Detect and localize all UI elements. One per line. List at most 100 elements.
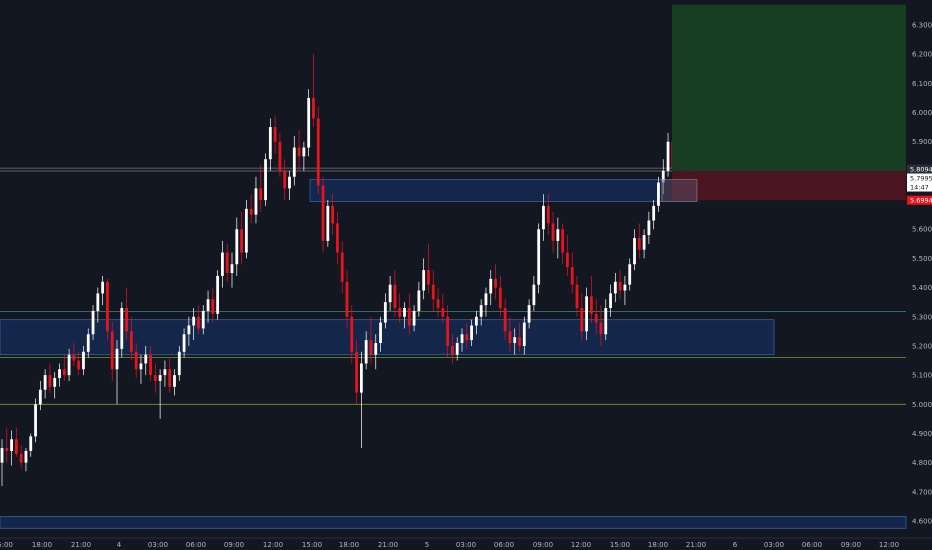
candle[interactable] — [297, 130, 301, 171]
candle[interactable] — [302, 141, 306, 171]
entry-box[interactable] — [661, 179, 698, 202]
candle[interactable] — [355, 340, 358, 405]
candle[interactable] — [139, 354, 143, 384]
candle[interactable] — [144, 345, 148, 376]
candle[interactable] — [149, 345, 152, 381]
position-tool[interactable] — [661, 4, 906, 202]
candle[interactable] — [508, 316, 512, 352]
candle[interactable] — [599, 305, 603, 346]
candle[interactable] — [321, 176, 325, 253]
candle[interactable] — [259, 165, 263, 212]
candle[interactable] — [96, 287, 100, 323]
candle[interactable] — [106, 278, 109, 341]
candle[interactable] — [307, 89, 311, 157]
candle[interactable] — [91, 305, 95, 341]
candle[interactable] — [120, 302, 124, 358]
candle[interactable] — [24, 448, 28, 472]
candle[interactable] — [431, 270, 435, 311]
candle[interactable] — [527, 299, 531, 329]
candle[interactable] — [446, 305, 450, 358]
candle[interactable] — [403, 302, 406, 329]
candle[interactable] — [369, 316, 373, 364]
candle[interactable] — [383, 293, 387, 329]
candle[interactable] — [58, 363, 61, 387]
candle[interactable] — [451, 334, 454, 364]
candle[interactable] — [158, 369, 162, 419]
candle[interactable] — [19, 445, 23, 469]
candle[interactable] — [589, 275, 593, 323]
candle[interactable] — [580, 293, 584, 341]
candle[interactable] — [618, 270, 622, 300]
price-axis[interactable]: 6.30006.20006.10006.00005.90005.80005.70… — [912, 22, 932, 526]
candle[interactable] — [129, 316, 133, 361]
candle[interactable] — [575, 275, 579, 317]
candle[interactable] — [537, 223, 541, 294]
candle[interactable] — [34, 398, 37, 443]
candle[interactable] — [427, 243, 430, 294]
candle[interactable] — [110, 322, 114, 381]
candle[interactable] — [350, 305, 354, 364]
candle[interactable] — [484, 287, 488, 317]
candle[interactable] — [230, 252, 234, 288]
candle[interactable] — [235, 217, 239, 276]
candle[interactable] — [254, 176, 258, 224]
candle[interactable] — [374, 334, 378, 370]
candle[interactable] — [470, 319, 473, 346]
candle[interactable] — [101, 275, 105, 306]
candle[interactable] — [479, 299, 483, 326]
candle[interactable] — [407, 293, 411, 335]
candle[interactable] — [206, 290, 210, 323]
candle[interactable] — [268, 118, 272, 171]
candle[interactable] — [613, 273, 617, 303]
candle[interactable] — [518, 322, 521, 352]
candle[interactable] — [628, 258, 632, 291]
candle[interactable] — [163, 360, 167, 387]
candle[interactable] — [86, 328, 90, 358]
candle[interactable] — [398, 293, 402, 323]
candle[interactable] — [474, 310, 478, 335]
candle[interactable] — [153, 363, 157, 393]
candle[interactable] — [359, 351, 363, 449]
candle[interactable] — [336, 211, 339, 265]
candle[interactable] — [292, 135, 296, 186]
candle[interactable] — [393, 270, 397, 317]
candle[interactable] — [551, 211, 555, 253]
candle[interactable] — [666, 132, 670, 177]
candle[interactable] — [345, 270, 349, 329]
candle[interactable] — [115, 340, 119, 405]
candle[interactable] — [201, 305, 205, 335]
candle[interactable] — [460, 328, 464, 352]
candle[interactable] — [542, 194, 545, 241]
candle[interactable] — [364, 331, 368, 370]
candle[interactable] — [278, 132, 282, 177]
candle[interactable] — [633, 229, 636, 271]
candle[interactable] — [340, 240, 344, 294]
candle[interactable] — [379, 316, 382, 352]
candle[interactable] — [647, 211, 651, 244]
candle[interactable] — [455, 337, 459, 361]
candle[interactable] — [82, 345, 85, 376]
candle[interactable] — [417, 281, 421, 317]
candle[interactable] — [48, 363, 52, 393]
candles-layer[interactable] — [0, 54, 694, 486]
candle[interactable] — [0, 439, 4, 486]
candle[interactable] — [441, 293, 445, 323]
candle[interactable] — [642, 229, 646, 259]
candle[interactable] — [652, 200, 656, 230]
profit-zone[interactable] — [672, 4, 906, 172]
candle[interactable] — [623, 275, 627, 306]
candle[interactable] — [187, 316, 191, 346]
candle[interactable] — [177, 345, 181, 381]
candle[interactable] — [412, 305, 416, 332]
candle[interactable] — [53, 372, 57, 399]
candle[interactable] — [585, 287, 588, 341]
candle[interactable] — [173, 369, 176, 396]
candle[interactable] — [72, 343, 76, 367]
candle[interactable] — [604, 299, 608, 341]
candle[interactable] — [216, 270, 220, 320]
candle[interactable] — [225, 243, 229, 282]
candle[interactable] — [221, 240, 224, 288]
candle[interactable] — [489, 270, 493, 306]
candle[interactable] — [29, 433, 33, 457]
candle[interactable] — [498, 275, 502, 317]
